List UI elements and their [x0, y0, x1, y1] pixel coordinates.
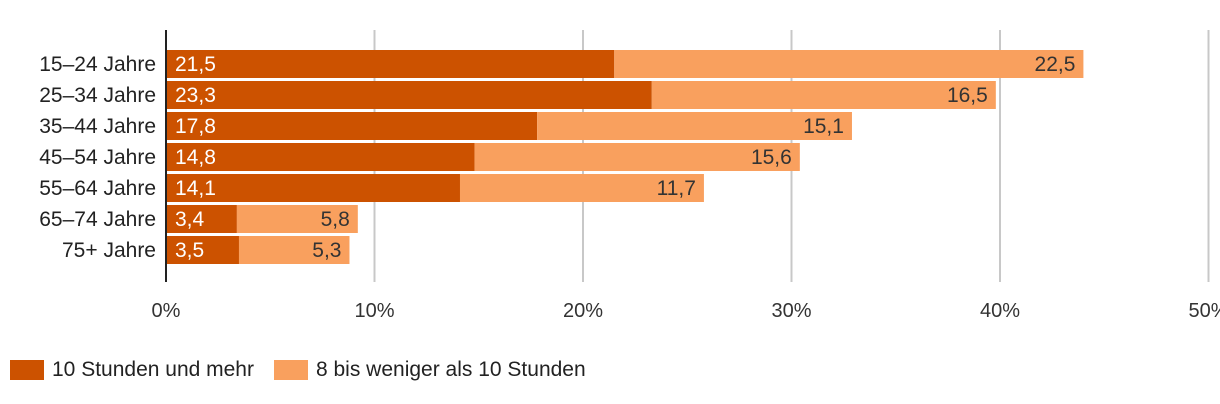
bar-value-label: 22,5 — [1035, 53, 1076, 76]
bar-segment — [236, 205, 358, 233]
category-labels: 15–24 Jahre 25–34 Jahre 35–44 Jahre 45–54 J… — [39, 53, 156, 262]
category-label: 65–74 Jahre — [39, 208, 156, 231]
legend-item-series-2: 8 bis weniger als 10 Stunden — [273, 358, 586, 382]
bar-segment — [166, 112, 538, 140]
bar-segment — [166, 236, 239, 264]
category-label: 55–64 Jahre — [39, 177, 156, 200]
category-label: 75+ Jahre — [62, 239, 156, 262]
legend-label-series-1: 10 Stunden und mehr — [52, 358, 254, 381]
bar-segment — [459, 174, 704, 202]
category-label: 25–34 Jahre — [39, 84, 156, 107]
bar-segment — [166, 143, 475, 171]
category-label: 15–24 Jahre — [39, 53, 156, 76]
bar-value-label: 11,7 — [657, 177, 696, 200]
bar-value-label: 15,1 — [803, 115, 844, 138]
bars — [166, 50, 1084, 264]
bar-value-label: 14,8 — [175, 146, 216, 169]
bar-value-label: 15,6 — [751, 146, 792, 169]
bar-segment — [166, 50, 615, 78]
bar-value-label: 3,4 — [175, 208, 205, 231]
bar-value-label: 23,3 — [175, 84, 216, 107]
bar-segment — [537, 112, 852, 140]
x-tick-label: 40% — [980, 300, 1020, 322]
value-labels: 21,5 22,5 23,3 16,5 17,8 15,1 14,8 15,6 14,1 11,7… — [175, 53, 1075, 262]
bar-segment — [651, 81, 996, 109]
bar-segment — [474, 143, 800, 171]
x-tick-label: 20% — [563, 300, 603, 322]
bar-value-label: 14,1 — [175, 177, 216, 200]
legend-item-series-1: 10 Stunden und mehr — [10, 358, 254, 382]
bar-value-label: 3,5 — [175, 239, 204, 262]
bar-segment — [614, 50, 1084, 78]
legend-swatch-series-1 — [10, 360, 44, 380]
bar-value-label: 5,3 — [312, 239, 341, 262]
bar-value-label: 16,5 — [947, 84, 988, 107]
x-tick-label: 0% — [152, 300, 181, 322]
legend-label-series-2: 8 bis weniger als 10 Stunden — [315, 358, 586, 381]
bar-segment — [238, 236, 350, 264]
x-tick-label: 50% — [1188, 300, 1220, 322]
x-tick-label: 30% — [771, 300, 811, 322]
legend-swatch-series-2 — [273, 360, 308, 380]
bar-segment — [166, 205, 237, 233]
x-tick-label: 10% — [354, 300, 394, 322]
category-label: 45–54 Jahre — [39, 146, 156, 169]
x-axis-tick-labels: 0% 10% 20% 30% 40% 50% — [152, 300, 1220, 322]
legend: 10 Stunden und mehr 8 bis weniger als 10… — [10, 358, 606, 382]
bar-value-label: 5,8 — [321, 208, 350, 231]
bar-value-label: 17,8 — [175, 115, 216, 138]
bar-value-label: 21,5 — [175, 53, 216, 76]
bar-segment — [166, 81, 652, 109]
category-label: 35–44 Jahre — [39, 115, 156, 138]
bar-segment — [166, 174, 460, 202]
